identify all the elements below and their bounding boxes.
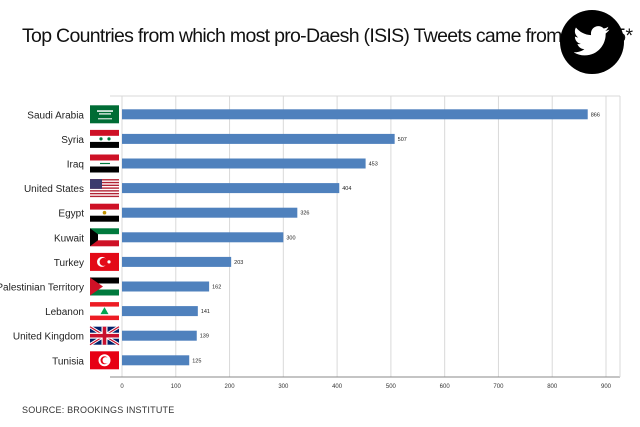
bar-value-label: 125 xyxy=(192,358,201,364)
category-label: Lebanon xyxy=(45,307,84,318)
united-states-flag-icon xyxy=(90,179,119,198)
tunisia-flag-icon xyxy=(90,351,119,370)
bar xyxy=(122,207,298,218)
turkey-flag-icon xyxy=(90,252,119,271)
category-label: United Kingdom xyxy=(13,332,84,343)
twitter-bird-icon xyxy=(574,26,610,56)
united-kingdom-flag-icon xyxy=(89,325,120,347)
bar-value-label: 139 xyxy=(200,334,209,340)
bar-chart: 0 100 200 300 400 500 600 700 800 900 Saudi Arabia… xyxy=(0,95,621,390)
palestine-flag-icon xyxy=(90,277,119,296)
category-label: Iraq xyxy=(67,160,84,171)
bar-value-label: 326 xyxy=(300,211,309,217)
egypt-flag-icon xyxy=(90,203,119,222)
bar xyxy=(122,256,232,267)
bar-value-label: 507 xyxy=(398,137,407,143)
x-tick-label: 400 xyxy=(332,384,343,390)
category-label: Tunisia xyxy=(52,356,84,367)
bar xyxy=(122,232,284,243)
bar xyxy=(122,133,395,144)
x-tick-label: 300 xyxy=(278,384,289,390)
bar xyxy=(122,183,340,194)
x-tick-label: 0 xyxy=(120,384,124,390)
kuwait-flag-icon xyxy=(90,228,119,247)
x-tick-label: 500 xyxy=(386,384,397,390)
bar-value-label: 404 xyxy=(342,186,351,192)
x-tick-label: 100 xyxy=(171,384,182,390)
bar xyxy=(122,281,210,292)
x-tick-label: 900 xyxy=(601,384,612,390)
saudi-arabia-flag-icon xyxy=(90,105,119,124)
bar-value-label: 453 xyxy=(369,162,378,168)
category-label: Kuwait xyxy=(54,233,84,244)
category-label: United States xyxy=(24,184,84,195)
syria-flag-icon xyxy=(90,129,119,148)
iraq-flag-icon xyxy=(90,154,119,173)
bar-value-label: 141 xyxy=(201,309,210,315)
x-tick-label: 700 xyxy=(493,384,504,390)
bar xyxy=(122,330,197,341)
x-tick-label: 800 xyxy=(547,384,558,390)
x-tick-label: 600 xyxy=(440,384,451,390)
category-label: Syria xyxy=(61,135,84,146)
bar-value-label: 203 xyxy=(234,260,243,266)
bar-value-label: 300 xyxy=(286,235,295,241)
lebanon-flag-icon xyxy=(90,302,119,321)
category-label: Turkey xyxy=(54,258,84,269)
category-label: Saudi Arabia xyxy=(27,110,84,121)
source-note: SOURCE: BROOKINGS INSTITUTE xyxy=(22,405,175,415)
bar-value-label: 866 xyxy=(591,112,600,118)
category-label: Palestinian Territory xyxy=(0,283,84,294)
twitter-logo xyxy=(560,10,624,74)
x-tick-label: 200 xyxy=(225,384,236,390)
bar xyxy=(122,158,366,169)
bar xyxy=(122,355,190,366)
bar xyxy=(122,306,198,317)
bar xyxy=(122,109,588,120)
category-label: Egypt xyxy=(58,209,84,220)
bar-value-label: 162 xyxy=(212,285,221,291)
chart-title: Top Countries from which most pro-Daesh … xyxy=(22,25,633,47)
